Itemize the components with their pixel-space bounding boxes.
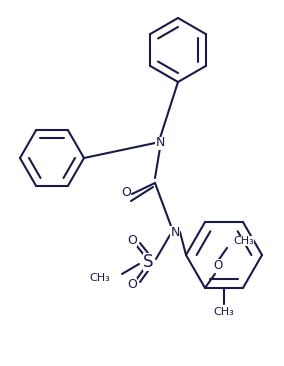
- Text: O: O: [127, 234, 137, 246]
- Text: CH₃: CH₃: [89, 273, 110, 283]
- Text: O: O: [127, 277, 137, 291]
- Text: O: O: [121, 186, 131, 198]
- Text: O: O: [213, 259, 223, 272]
- Text: N: N: [155, 137, 165, 149]
- Text: S: S: [143, 253, 153, 271]
- Text: N: N: [170, 225, 180, 239]
- Text: CH₃: CH₃: [214, 307, 234, 317]
- Text: CH₃: CH₃: [233, 236, 254, 246]
